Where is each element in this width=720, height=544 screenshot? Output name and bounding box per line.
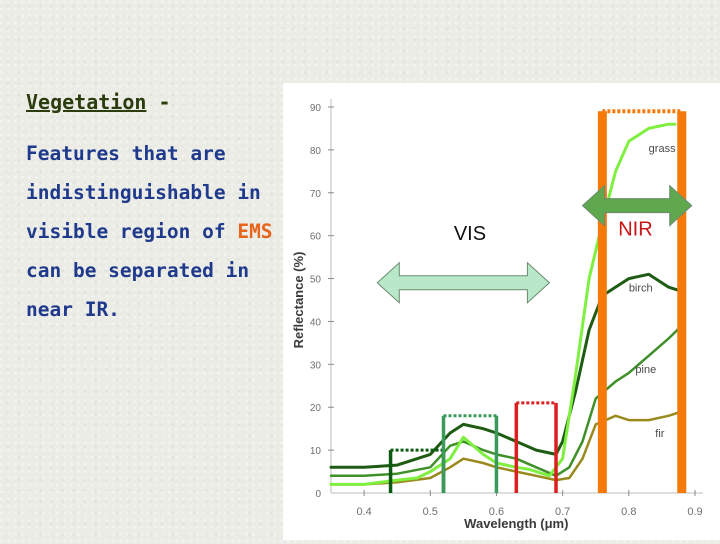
series-line-birch [329, 272, 684, 469]
y-tick-label: 80 [310, 146, 322, 157]
x-axis-label: Wavelength (μm) [464, 516, 568, 531]
series-label-pine: pine [635, 364, 656, 376]
body-line: indistinguishable in [26, 181, 261, 204]
slide-text: Vegetation - Features that are indisting… [26, 92, 291, 329]
x-tick-label: 0.9 [687, 506, 702, 518]
x-tick-label: 0.5 [423, 506, 438, 518]
body-line: can be separated in [26, 259, 250, 282]
x-tick-label: 0.6 [489, 506, 504, 518]
series-label-birch: birch [629, 282, 653, 294]
heading-line: Vegetation - [26, 92, 291, 112]
slide-heading: Vegetation [26, 90, 147, 114]
y-tick-label: 60 [310, 232, 322, 243]
series-line-grass [329, 122, 677, 486]
reflectance-chart-svg: 0 10 20 30 40 50 60 70 80 90 0.4 0.5 0.6 0.7 0.8 0.9 Wav… [283, 83, 720, 540]
reflectance-chart: 0 10 20 30 40 50 60 70 80 90 0.4 0.5 0.6 0.7 0.8 0.9 Wav… [283, 83, 720, 540]
series-label-fir: fir [655, 428, 665, 440]
vis-label: VIS [454, 223, 486, 245]
x-tick-label: 0.4 [356, 506, 371, 518]
y-tick-label: 50 [310, 275, 322, 286]
y-tick-label: 20 [310, 403, 322, 414]
y-axis-label: Reflectance (%) [291, 252, 306, 349]
heading-suffix: - [146, 90, 171, 114]
body-line: near IR. [26, 298, 120, 321]
body-line-text: visible region of [26, 220, 238, 243]
series-label-grass: grass [649, 143, 676, 155]
y-tick-label: 0 [315, 489, 321, 500]
y-tick-label: 90 [310, 103, 322, 114]
series-line-pine [329, 324, 684, 478]
body-line: Features that are [26, 142, 226, 165]
y-tick-label: 30 [310, 360, 322, 371]
ems-highlight: EMS [237, 220, 273, 243]
y-tick-label: 40 [310, 317, 322, 328]
body-line: visible region of EMS [26, 212, 291, 251]
series-line-fir [329, 410, 684, 486]
x-tick-label: 0.7 [555, 506, 570, 518]
nir-arrow [581, 184, 693, 227]
y-tick-label: 70 [310, 189, 322, 200]
x-tick-label: 0.8 [621, 506, 636, 518]
nir-label: NIR [618, 219, 652, 241]
vis-arrow [376, 261, 551, 304]
y-tick-label: 10 [310, 446, 322, 457]
